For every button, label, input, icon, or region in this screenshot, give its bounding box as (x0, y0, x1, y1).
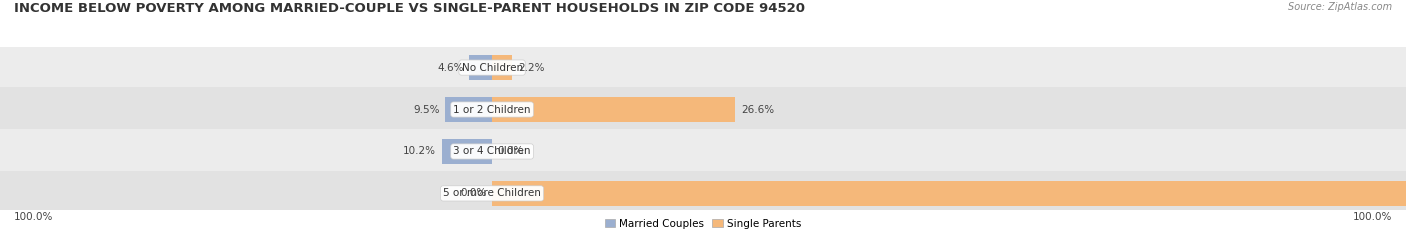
Text: 0.0%: 0.0% (460, 188, 486, 198)
Bar (0, 87, 1406, 132)
Bar (441, 139, 492, 164)
Text: 100.0%: 100.0% (14, 212, 53, 222)
Text: No Children: No Children (461, 63, 523, 72)
Bar (492, 55, 512, 80)
Bar (0, 129, 1406, 174)
Bar (492, 97, 735, 122)
Bar (0, 45, 1406, 90)
Legend: Married Couples, Single Parents: Married Couples, Single Parents (600, 215, 806, 233)
Text: 3 or 4 Children: 3 or 4 Children (453, 147, 531, 156)
Text: 5 or more Children: 5 or more Children (443, 188, 541, 198)
Bar (446, 97, 492, 122)
Bar (0, 171, 1406, 216)
Text: 10.2%: 10.2% (404, 147, 436, 156)
Text: INCOME BELOW POVERTY AMONG MARRIED-COUPLE VS SINGLE-PARENT HOUSEHOLDS IN ZIP COD: INCOME BELOW POVERTY AMONG MARRIED-COUPL… (14, 2, 806, 15)
Text: 26.6%: 26.6% (741, 105, 773, 114)
Text: 1 or 2 Children: 1 or 2 Children (453, 105, 531, 114)
Text: Source: ZipAtlas.com: Source: ZipAtlas.com (1288, 2, 1392, 12)
Bar (492, 181, 1406, 206)
Bar (470, 55, 492, 80)
Text: 2.2%: 2.2% (517, 63, 544, 72)
Text: 100.0%: 100.0% (1353, 212, 1392, 222)
Text: 9.5%: 9.5% (413, 105, 440, 114)
Text: 4.6%: 4.6% (437, 63, 464, 72)
Text: 0.0%: 0.0% (498, 147, 524, 156)
